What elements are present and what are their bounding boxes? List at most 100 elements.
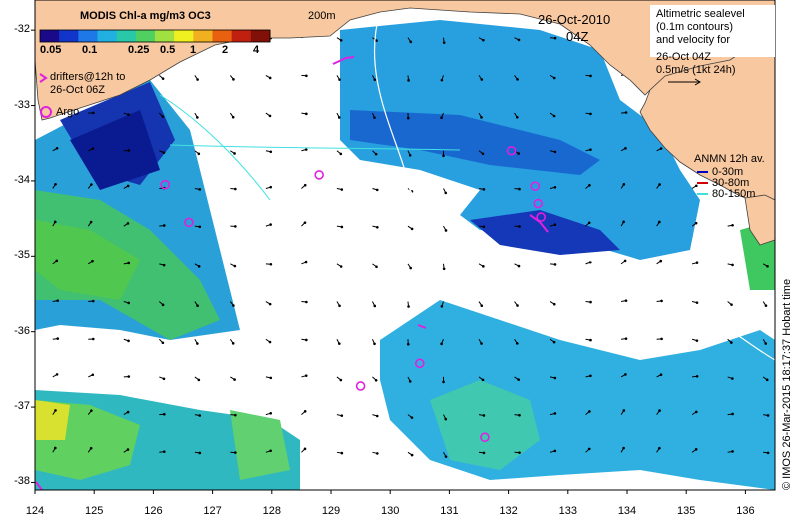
velocity-arrow [656,337,663,341]
x-tick-label: 133 [558,505,577,517]
altimetry-legend-line: (0.1m contours) [656,21,734,33]
velocity-arrow [372,376,378,382]
colorbar-tick-label: 0.1 [82,44,98,56]
velocity-arrow [514,413,521,417]
velocity-arrow [478,451,486,455]
x-tick-label: 129 [321,505,341,517]
colorbar-segment [135,30,156,42]
plot-frame [34,0,776,491]
velocity-arrow [301,300,308,304]
x-tick-label: 135 [677,505,696,517]
drifter-track [417,324,427,329]
y-tick-label: -33 [14,98,30,111]
velocity-arrow [123,112,130,117]
velocity-arrow [727,263,734,267]
x-tick-label: 136 [736,505,755,517]
velocity-arrow [372,414,379,418]
velocity-arrow [88,337,95,341]
colorbar-title: MODIS Chl-a mg/m3 OC3 [80,10,211,22]
colorbar-tick-label: 0.05 [40,44,62,56]
x-tick-label: 128 [262,505,281,517]
chlorophyll-patch [430,380,540,470]
velocity-arrow [585,410,591,416]
drifters-legend-line2: 26-Oct 06Z [50,84,106,96]
velocity-arrow [372,150,378,156]
velocity-arrow [52,146,59,152]
velocity-arrow [549,301,556,306]
velocity-arrow [159,450,166,453]
velocity-arrow [407,414,414,419]
velocity-arrow [336,187,344,191]
velocity-arrow [265,338,272,344]
velocity-arrow [691,338,699,342]
velocity-arrow [406,113,410,120]
colorbar-segment [116,30,137,42]
velocity-arrow [88,373,95,378]
velocity-arrow [88,111,95,115]
velocity-arrow [407,37,413,44]
velocity-arrow [478,263,485,268]
velocity-arrow [301,183,307,189]
velocity-arrow [371,339,376,346]
anmn-legend-title: ANMN 12h av. [694,153,765,165]
argo-legend-label: Argo [56,106,80,118]
velocity-arrow [52,299,59,303]
velocity-arrow [123,149,131,152]
velocity-arrow [336,301,341,308]
velocity-arrow [691,221,698,227]
velocity-arrow [336,451,344,455]
y-tick-label: -38 [14,475,30,488]
velocity-arrow [230,413,237,417]
velocity-arrow [514,301,519,307]
velocity-arrow [87,409,93,415]
velocity-arrow [478,37,485,42]
velocity-arrow [194,112,199,119]
colorbar-segment [231,30,252,42]
velocity-arrow [229,112,235,119]
velocity-arrow [514,263,521,268]
velocity-arrow [87,183,93,189]
velocity-arrow [440,339,444,346]
velocity-arrow [229,301,235,307]
velocity-arrow [478,112,483,119]
velocity-arrow [549,74,556,80]
chlorophyll-patch [350,110,600,175]
velocity-arrow [727,412,734,416]
velocity-arrow [692,375,699,378]
velocity-arrow [371,112,376,119]
argo-float-marker [160,179,171,190]
velocity-arrow [763,451,770,455]
velocity-arrow [194,301,199,308]
velocity-arrow [194,263,201,268]
velocity-arrow [621,111,628,114]
velocity-arrow [52,446,57,453]
velocity-arrow [691,184,698,189]
chlorophyll-patch [470,210,620,255]
velocity-arrow [336,263,343,268]
velocity-arrow [230,263,237,268]
chlorophyll-patch [230,410,290,480]
velocity-arrow [692,261,699,265]
colorbar-segment [97,30,118,42]
velocity-arrow [194,187,202,191]
velocity-arrow [762,376,769,382]
velocity-arrow [549,36,557,40]
velocity-arrow [692,301,699,304]
velocity-arrow [763,414,770,417]
velocity-arrow [656,373,663,378]
y-tick-label: -32 [14,23,30,36]
velocity-arrow [478,338,483,345]
colorbar-segment [155,30,175,42]
velocity-arrow [336,338,341,345]
velocity-arrow [372,451,379,455]
y-tick-label: -36 [14,324,30,337]
chlorophyll-layer [35,20,775,490]
velocity-arrow [158,75,165,80]
velocity-arrow [52,337,60,340]
velocity-arrow [229,338,235,345]
velocity-arrow [727,338,733,344]
velocity-arrow [230,150,236,155]
velocity-arrow [549,412,557,416]
velocity-arrow [762,263,769,268]
